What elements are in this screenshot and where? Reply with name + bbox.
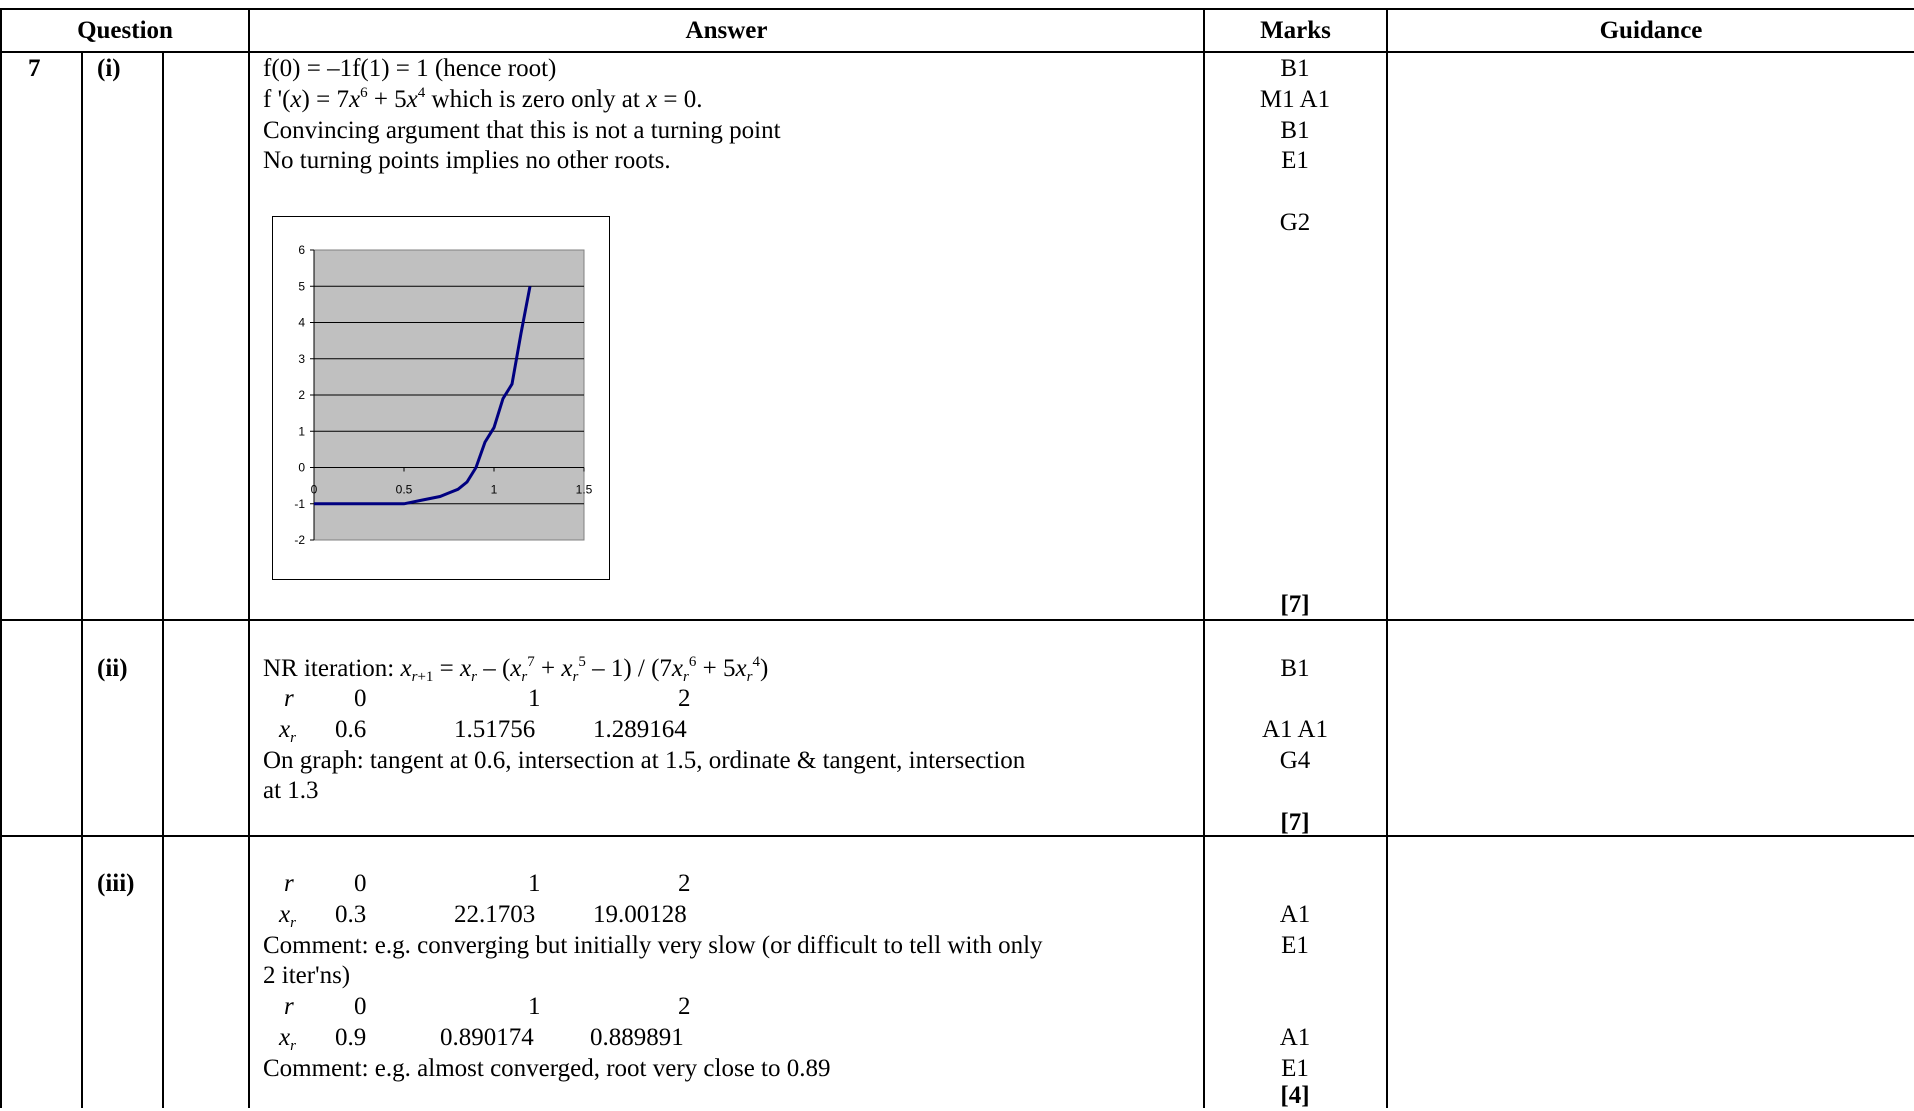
table-r-label: r [284, 993, 294, 1020]
row-border-2 [0, 835, 1914, 837]
table-x-value: 0.890174 [440, 1024, 534, 1051]
mark: G2 [1279, 209, 1311, 236]
table-top-border [0, 8, 1914, 10]
mark: B1 [1280, 655, 1310, 682]
y-tick-label: 2 [298, 388, 305, 402]
y-tick-label: 6 [298, 243, 305, 257]
table-x-value: 19.00128 [593, 901, 687, 928]
x-tick-label: 0.5 [396, 483, 413, 497]
y-tick-label: 3 [298, 352, 305, 366]
mark-total: [7] [1280, 809, 1310, 836]
y-tick-label: 4 [298, 316, 305, 330]
part-label-i: (i) [97, 55, 121, 82]
mark: E1 [1281, 147, 1309, 174]
y-tick-label: -2 [294, 533, 305, 547]
col-border-question [248, 8, 250, 1108]
curve-line [314, 286, 532, 506]
mark: G4 [1279, 747, 1311, 774]
y-tick-label: 5 [298, 279, 305, 293]
y-tick-label: -1 [294, 497, 305, 511]
table-r-label: r [284, 685, 294, 712]
table-r-value: 2 [678, 870, 691, 897]
mark: B1 [1280, 117, 1310, 144]
table-x-value: 0.9 [335, 1024, 367, 1051]
table-r-value: 1 [528, 993, 541, 1020]
header-answer: Answer [685, 17, 768, 44]
question-number: 7 [28, 55, 41, 82]
header-guidance: Guidance [1599, 17, 1703, 44]
table-xr-label: xr [279, 716, 296, 746]
table-r-value: 1 [528, 685, 541, 712]
col-border-marks [1386, 8, 1388, 1108]
mark-total: [4] [1280, 1082, 1310, 1109]
header-marks: Marks [1260, 17, 1331, 44]
answer-comment: Comment: e.g. converging but initially v… [263, 932, 1043, 959]
table-xr-label: xr [279, 1024, 296, 1054]
y-tick-label: 0 [298, 461, 305, 475]
mark: A1 [1279, 901, 1311, 928]
header-bottom-border [0, 51, 1914, 53]
x-tick-label: 1 [491, 483, 498, 497]
table-x-value: 22.1703 [454, 901, 536, 928]
table-r-value: 0 [354, 993, 367, 1020]
y-tick-label: 1 [298, 424, 305, 438]
table-r-value: 2 [678, 993, 691, 1020]
table-x-value: 1.289164 [593, 716, 687, 743]
x-tick-label: 1.5 [576, 483, 593, 497]
table-r-label: r [284, 870, 294, 897]
col-border-q1 [81, 51, 83, 1108]
table-x-value: 0.6 [335, 716, 367, 743]
col-border-answer [1203, 8, 1205, 1108]
table-r-value: 1 [528, 870, 541, 897]
mark: E1 [1281, 1055, 1309, 1082]
part-label-iii: (iii) [97, 870, 135, 897]
mark: A1 A1 [1262, 716, 1328, 743]
part-label-ii: (ii) [97, 655, 128, 682]
header-question: Question [77, 17, 173, 44]
nr-iteration-formula: NR iteration: xr+1 = xr – (xr7 + xr5 – 1… [263, 654, 769, 685]
table-left-border [0, 8, 2, 1108]
mark: A1 [1279, 1024, 1311, 1051]
mark: B1 [1280, 55, 1310, 82]
graph-frame: 6 5 4 3 2 1 0 -1 -2 0 0.5 1 1.5 [272, 216, 610, 580]
table-x-value: 0.3 [335, 901, 367, 928]
table-r-value: 0 [354, 685, 367, 712]
answer-line: Convincing argument that this is not a t… [263, 117, 781, 144]
answer-line: at 1.3 [263, 777, 319, 804]
mark-total: [7] [1280, 591, 1310, 618]
answer-line: No turning points implies no other roots… [263, 147, 671, 174]
answer-comment: 2 iter'ns) [263, 962, 351, 989]
mark: E1 [1281, 932, 1309, 959]
answer-comment: Comment: e.g. almost converged, root ver… [263, 1055, 831, 1082]
mark: M1 A1 [1259, 86, 1331, 113]
table-r-value: 2 [678, 685, 691, 712]
x-tick-label: 0 [311, 483, 318, 497]
answer-line: On graph: tangent at 0.6, intersection a… [263, 747, 1026, 774]
row-border-1 [0, 619, 1914, 621]
table-xr-label: xr [279, 901, 296, 931]
table-x-value: 0.889891 [590, 1024, 684, 1051]
answer-line: f(0) = –1f(1) = 1 (hence root) [263, 55, 557, 82]
col-border-q2 [162, 51, 164, 1108]
table-r-value: 0 [354, 870, 367, 897]
answer-line-derivative: f '(x) = 7x6 + 5x4 which is zero only at… [263, 85, 703, 114]
table-x-value: 1.51756 [454, 716, 536, 743]
function-graph: 6 5 4 3 2 1 0 -1 -2 0 0.5 1 1.5 [294, 243, 593, 547]
